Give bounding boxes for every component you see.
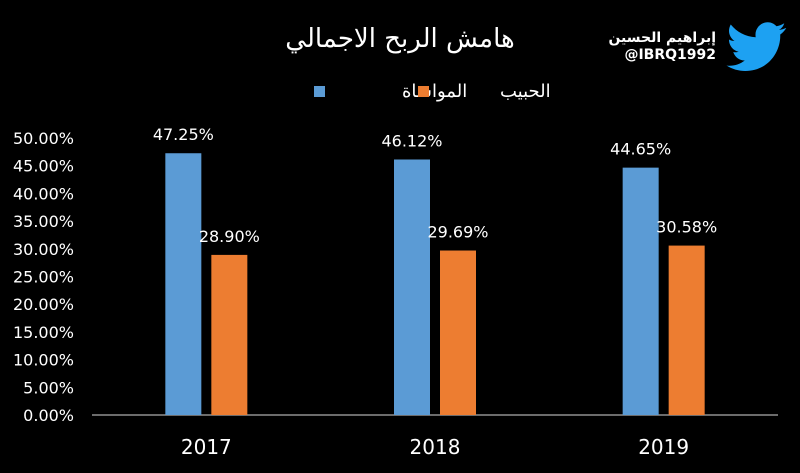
- y-tick-label: 40.00%: [13, 184, 74, 203]
- y-tick-label: 15.00%: [13, 323, 74, 342]
- bars-group: [165, 153, 705, 416]
- twitter-bird-icon: [726, 22, 788, 72]
- legend-swatch-1: [418, 86, 429, 97]
- bar-2019-series-1: [668, 245, 705, 415]
- y-tick-label: 35.00%: [13, 212, 74, 231]
- data-label: 47.25%: [153, 125, 214, 144]
- brand-text: إبراهيم الحسين @IBRQ1992: [608, 30, 716, 64]
- legend-label-0: المواساة: [402, 81, 467, 102]
- chart-legend: المواساة الحبيب: [314, 81, 551, 102]
- y-tick-label: 5.00%: [23, 378, 74, 397]
- brand-name: إبراهيم الحسين: [608, 30, 716, 47]
- y-tick-label: 25.00%: [13, 268, 74, 287]
- y-tick-label: 0.00%: [23, 406, 74, 425]
- legend-label-1: الحبيب: [500, 81, 551, 102]
- x-axis: 2017 2018 2019: [92, 414, 778, 459]
- bar-2017-series-1: [211, 254, 248, 415]
- bar-2017-series-0: [165, 153, 202, 416]
- data-label: 30.58%: [656, 218, 717, 237]
- brand-handle: @IBRQ1992: [624, 47, 716, 63]
- chart-title: هامش الربح الاجمالي: [285, 24, 514, 54]
- y-tick-label: 50.00%: [13, 129, 74, 148]
- data-labels-group: 47.25% 28.90% 46.12% 29.69% 44.65% 30.58%: [153, 125, 717, 246]
- y-tick-label: 20.00%: [13, 295, 74, 314]
- data-label: 28.90%: [199, 227, 260, 246]
- x-tick-label: 2017: [181, 435, 232, 459]
- y-axis: 0.00% 5.00% 10.00% 15.00% 20.00% 25.00% 30.00%…: [13, 129, 74, 425]
- data-label: 44.65%: [610, 140, 671, 159]
- bar-2019-series-0: [622, 167, 659, 415]
- x-tick-label: 2018: [410, 435, 461, 459]
- bar-2018-series-0: [394, 159, 430, 415]
- data-label: 46.12%: [381, 131, 442, 150]
- legend-swatch-0: [314, 86, 325, 97]
- y-tick-label: 30.00%: [13, 240, 74, 259]
- x-tick-label: 2019: [638, 435, 689, 459]
- y-tick-label: 45.00%: [13, 157, 74, 176]
- bar-2018-series-1: [440, 250, 476, 415]
- data-label: 29.69%: [427, 223, 488, 242]
- y-tick-label: 10.00%: [13, 351, 74, 370]
- brand-block: إبراهيم الحسين @IBRQ1992: [608, 22, 788, 72]
